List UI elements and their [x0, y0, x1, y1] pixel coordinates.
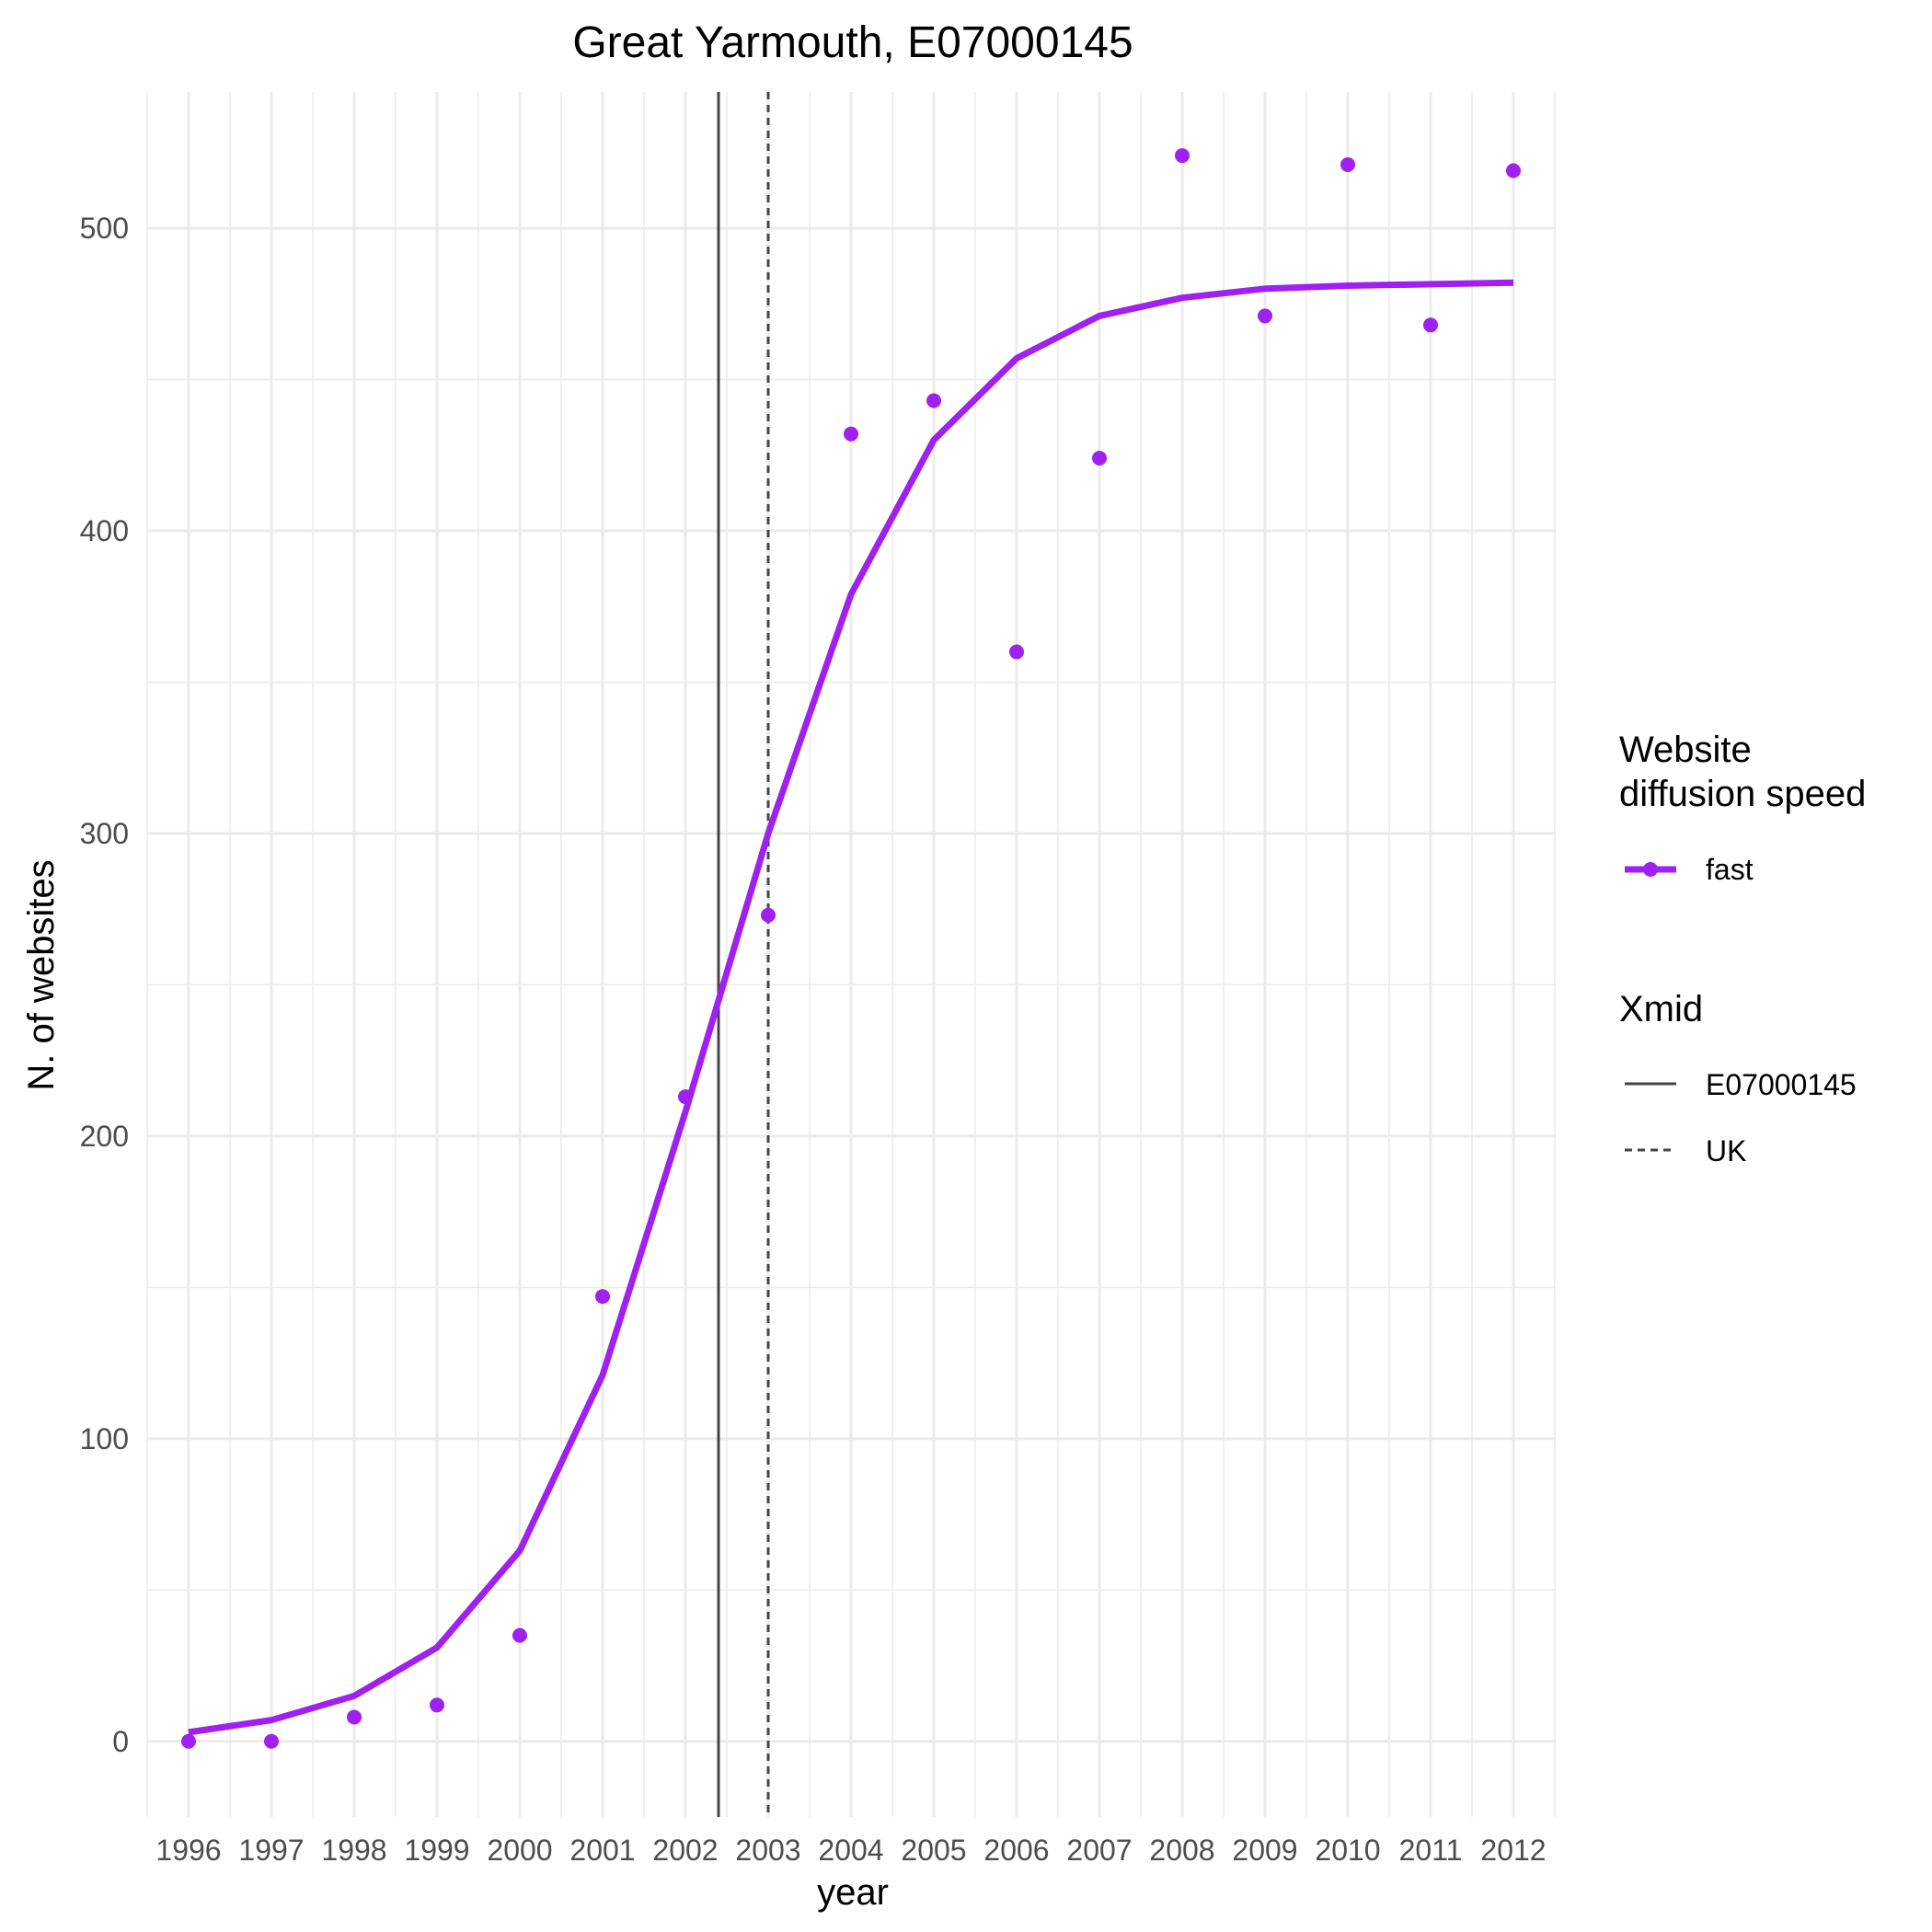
- legend-label-fast: fast: [1706, 853, 1754, 886]
- y-axis-title: N. of websites: [21, 859, 62, 1090]
- y-tick-label-300: 300: [80, 817, 129, 850]
- data-point-2007: [1092, 451, 1107, 466]
- x-tick-label-2007: 2007: [1066, 1834, 1132, 1867]
- legend-label-e07000145: E07000145: [1706, 1068, 1857, 1101]
- data-point-2003: [761, 907, 776, 923]
- x-tick-labels: 1996 1997 1998 1999 2000 2001 2002 2003 2004 2005…: [155, 1834, 1546, 1867]
- reference-lines: [717, 92, 770, 1817]
- data-point-2005: [926, 393, 941, 408]
- y-tick-label-0: 0: [112, 1725, 129, 1758]
- x-axis-title: year: [817, 1872, 889, 1913]
- x-tick-label-2003: 2003: [735, 1834, 800, 1867]
- x-tick-label-2001: 2001: [569, 1834, 635, 1867]
- data-point-2010: [1340, 156, 1355, 172]
- x-tick-label-1996: 1996: [155, 1834, 221, 1867]
- x-tick-label-2002: 2002: [652, 1834, 718, 1867]
- data-point-2012: [1506, 163, 1521, 178]
- y-tick-label-500: 500: [80, 212, 129, 245]
- x-tick-label-2006: 2006: [983, 1834, 1049, 1867]
- legend-xmid: Xmid E07000145 UK: [1619, 989, 1857, 1167]
- data-point-2000: [512, 1627, 527, 1643]
- legend-key-fast-point: [1643, 862, 1658, 877]
- x-tick-label-2012: 2012: [1480, 1834, 1546, 1867]
- data-point-2002: [678, 1089, 693, 1105]
- data-point-1997: [264, 1733, 279, 1749]
- x-tick-label-2009: 2009: [1232, 1834, 1297, 1867]
- data-point-2008: [1175, 148, 1190, 164]
- legend-title-line-2: diffusion speed: [1619, 774, 1866, 814]
- y-tick-label-100: 100: [80, 1422, 129, 1455]
- x-tick-label-2010: 2010: [1315, 1834, 1380, 1867]
- legend-label-uk: UK: [1706, 1134, 1746, 1167]
- x-tick-label-1998: 1998: [321, 1834, 386, 1867]
- x-tick-label-2000: 2000: [487, 1834, 552, 1867]
- legend-title-xmid: Xmid: [1619, 989, 1703, 1029]
- grid-lines: [146, 92, 1556, 1817]
- y-tick-labels: 0 100 200 300 400 500: [80, 212, 129, 1758]
- legend-diffusion-speed: Website diffusion speed fast: [1619, 730, 1866, 886]
- x-tick-label-2011: 2011: [1399, 1834, 1463, 1867]
- data-point-2009: [1258, 308, 1272, 324]
- x-tick-label-1999: 1999: [404, 1834, 469, 1867]
- y-tick-label-200: 200: [80, 1120, 129, 1153]
- data-point-1998: [347, 1709, 362, 1725]
- data-point-2006: [1009, 644, 1024, 660]
- data-point-1996: [181, 1733, 196, 1749]
- fitted-curve-fast: [188, 279, 1514, 1736]
- y-tick-label-400: 400: [80, 514, 129, 547]
- x-tick-label-2005: 2005: [901, 1834, 966, 1867]
- x-tick-label-1997: 1997: [238, 1834, 304, 1867]
- legend-title-line-1: Website: [1619, 730, 1752, 770]
- data-point-2001: [595, 1289, 610, 1305]
- chart-title: Great Yarmouth, E07000145: [572, 18, 1133, 67]
- x-tick-label-2008: 2008: [1149, 1834, 1214, 1867]
- data-point-1999: [430, 1697, 444, 1713]
- data-point-2004: [844, 426, 858, 442]
- data-point-2011: [1423, 317, 1438, 333]
- series-fast: [181, 148, 1521, 1749]
- x-tick-label-2004: 2004: [818, 1834, 883, 1867]
